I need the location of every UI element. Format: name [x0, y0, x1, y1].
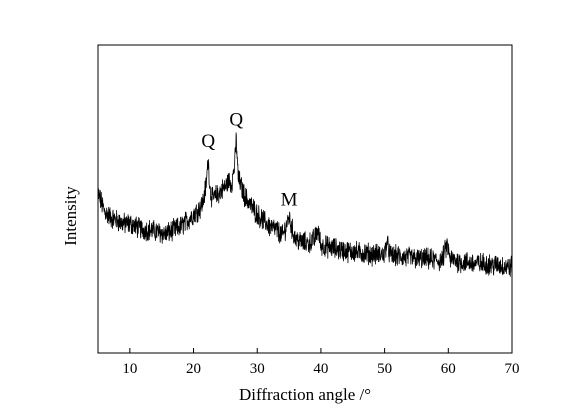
x-tick-label: 10	[122, 361, 137, 377]
x-tick-label: 30	[250, 361, 265, 377]
x-tick-label: 40	[313, 361, 328, 377]
x-tick-label: 50	[377, 361, 392, 377]
peak-label-q: Q	[229, 109, 243, 130]
x-axis-title: Diffraction angle /°	[239, 385, 371, 404]
x-axis-tick-labels: 10 20 30 40 50 60 70	[122, 361, 519, 377]
peak-label-q: Q	[201, 131, 215, 152]
peak-label-m: M	[281, 189, 298, 210]
x-tick-label: 70	[505, 361, 520, 377]
peak-annotations: QQ M	[201, 109, 297, 210]
x-axis-ticks	[129, 348, 513, 353]
x-tick-label: 60	[441, 361, 456, 377]
x-tick-label: 20	[186, 361, 201, 377]
series-line	[97, 132, 513, 277]
y-axis-title: Intensity	[61, 186, 80, 246]
plot-frame	[97, 44, 513, 354]
